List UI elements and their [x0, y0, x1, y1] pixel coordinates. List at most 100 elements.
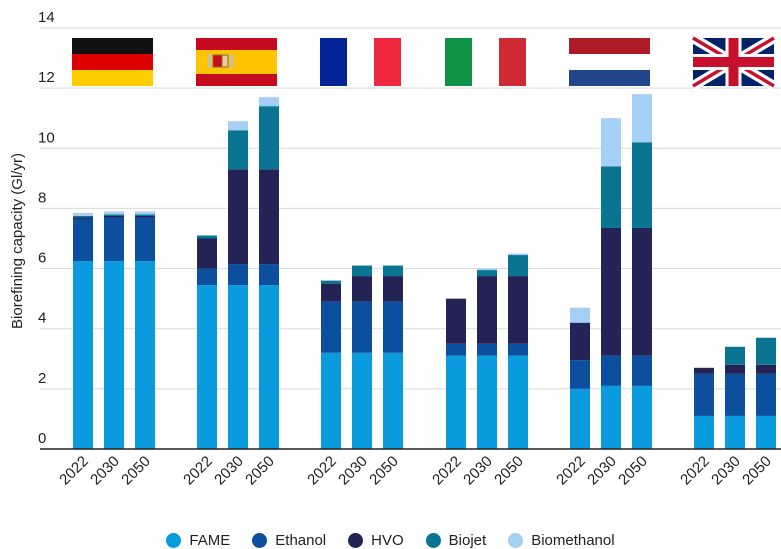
x-tick-label: 2030	[87, 453, 123, 489]
x-tick-label: 2030	[708, 453, 744, 489]
bar-segment-fame	[632, 385, 652, 449]
bar-segment-ethanol	[259, 264, 279, 286]
legend-item-hvo: HVO	[348, 532, 404, 549]
x-tick-label: 2050	[242, 453, 278, 489]
y-tick-label: 8	[38, 189, 46, 206]
bar-segment-biojet	[352, 265, 372, 277]
bar-segment-ethanol	[694, 373, 714, 416]
bar-segment-ethanol	[352, 301, 372, 353]
x-tick-label: 2030	[460, 453, 496, 489]
bar-segment-ethanol	[570, 360, 590, 389]
y-tick-labels: 0 2 4 6 8 10 12 14	[38, 9, 55, 447]
y-tick-label: 2	[38, 370, 46, 387]
x-tick-label: 2022	[429, 453, 465, 489]
bar-segment-ethanol	[197, 268, 217, 286]
y-tick-label: 12	[38, 69, 55, 86]
x-tick-label: 2050	[366, 453, 402, 489]
bar-segment-hvo	[632, 227, 652, 356]
bar-segment-hvo	[197, 238, 217, 269]
gridlines	[40, 27, 781, 390]
bar-segment-biomethanol	[601, 118, 621, 167]
legend-label-hvo: HVO	[371, 531, 404, 549]
bar-segment-hvo	[446, 298, 466, 344]
bar-segment-biojet	[228, 130, 248, 170]
bar-group-spain	[197, 97, 279, 449]
bar-segment-hvo	[477, 276, 497, 344]
bar-segment-hvo	[508, 276, 528, 344]
bar-segment-fame	[135, 261, 155, 449]
bar-group-italy	[446, 253, 528, 449]
y-tick-label: 4	[38, 310, 46, 327]
bar-segment-hvo	[321, 283, 341, 302]
x-tick-label: 2050	[491, 453, 527, 489]
bar-segment-biomethanol	[135, 211, 155, 215]
bar-segment-hvo	[570, 322, 590, 361]
bar-segment-biomethanol	[632, 94, 652, 143]
legend-item-fame: FAME	[166, 532, 230, 549]
bar-segment-ethanol	[135, 217, 155, 262]
bar-segment-hvo	[756, 364, 776, 374]
bar-segment-fame	[601, 385, 621, 449]
bar-segment-fame	[73, 261, 93, 449]
bar-segment-biomethanol	[104, 211, 124, 215]
bar-segment-fame	[446, 355, 466, 449]
legend-label-fame: FAME	[189, 531, 231, 549]
legend-swatch-biomethanol	[508, 532, 524, 548]
bar-segment-hvo	[259, 169, 279, 265]
bar-segment-fame	[694, 415, 714, 449]
bar-segment-ethanol	[508, 343, 528, 356]
bar-segment-fame	[104, 261, 124, 449]
bar-segment-biojet	[477, 270, 497, 277]
legend-label-biojet: Biojet	[448, 531, 487, 549]
legend-label-ethanol: Ethanol	[275, 531, 327, 549]
bar-segment-ethanol	[383, 301, 403, 353]
bar-segment-ethanol	[477, 343, 497, 356]
bar-segment-hvo	[383, 276, 403, 302]
bar-segment-ethanol	[321, 301, 341, 353]
bar-segment-ethanol	[601, 355, 621, 386]
bar-segment-biojet	[259, 106, 279, 170]
x-tick-label: 2050	[739, 453, 775, 489]
bars	[73, 94, 776, 449]
france-flag	[320, 38, 401, 86]
bar-segment-biomethanol	[477, 268, 497, 271]
x-tick-label: 2030	[211, 453, 247, 489]
bar-segment-hvo	[352, 276, 372, 302]
bar-segment-hvo	[73, 217, 93, 219]
bar-segment-fame	[725, 415, 745, 449]
bar-segment-fame	[259, 285, 279, 449]
bar-group-germany	[73, 211, 155, 449]
bar-segment-ethanol	[632, 355, 652, 386]
bar-segment-biojet	[197, 235, 217, 239]
legend-swatch-hvo	[348, 532, 364, 548]
legend-item-biojet: Biojet	[425, 531, 487, 549]
uk-flag	[690, 33, 777, 91]
bar-segment-fame	[352, 352, 372, 449]
netherlands-flag	[569, 38, 650, 86]
legend-label-biomethanol: Biomethanol	[531, 531, 615, 549]
bar-segment-fame	[570, 388, 590, 449]
bar-segment-biojet	[135, 214, 155, 216]
bar-segment-biomethanol	[228, 121, 248, 131]
bar-segment-biojet	[321, 280, 341, 284]
bar-segment-ethanol	[73, 218, 93, 262]
bar-segment-fame	[508, 355, 528, 449]
legend-item-biomethanol: Biomethanol	[508, 531, 615, 549]
x-tick-label: 2022	[304, 453, 340, 489]
bar-group-france	[321, 265, 403, 449]
bar-group-united-kingdom	[694, 337, 776, 449]
bar-segment-hvo	[601, 227, 621, 356]
country-flags	[72, 33, 777, 91]
x-tick-label: 2030	[584, 453, 620, 489]
bar-segment-biojet	[632, 142, 652, 228]
bar-segment-biomethanol	[259, 97, 279, 107]
x-tick-label: 2022	[56, 453, 92, 489]
x-tick-label: 2022	[180, 453, 216, 489]
bar-segment-ethanol	[228, 264, 248, 286]
germany-flag	[72, 38, 153, 86]
y-tick-label: 10	[38, 129, 55, 146]
bar-segment-hvo	[725, 364, 745, 374]
legend-swatch-ethanol	[252, 532, 268, 548]
